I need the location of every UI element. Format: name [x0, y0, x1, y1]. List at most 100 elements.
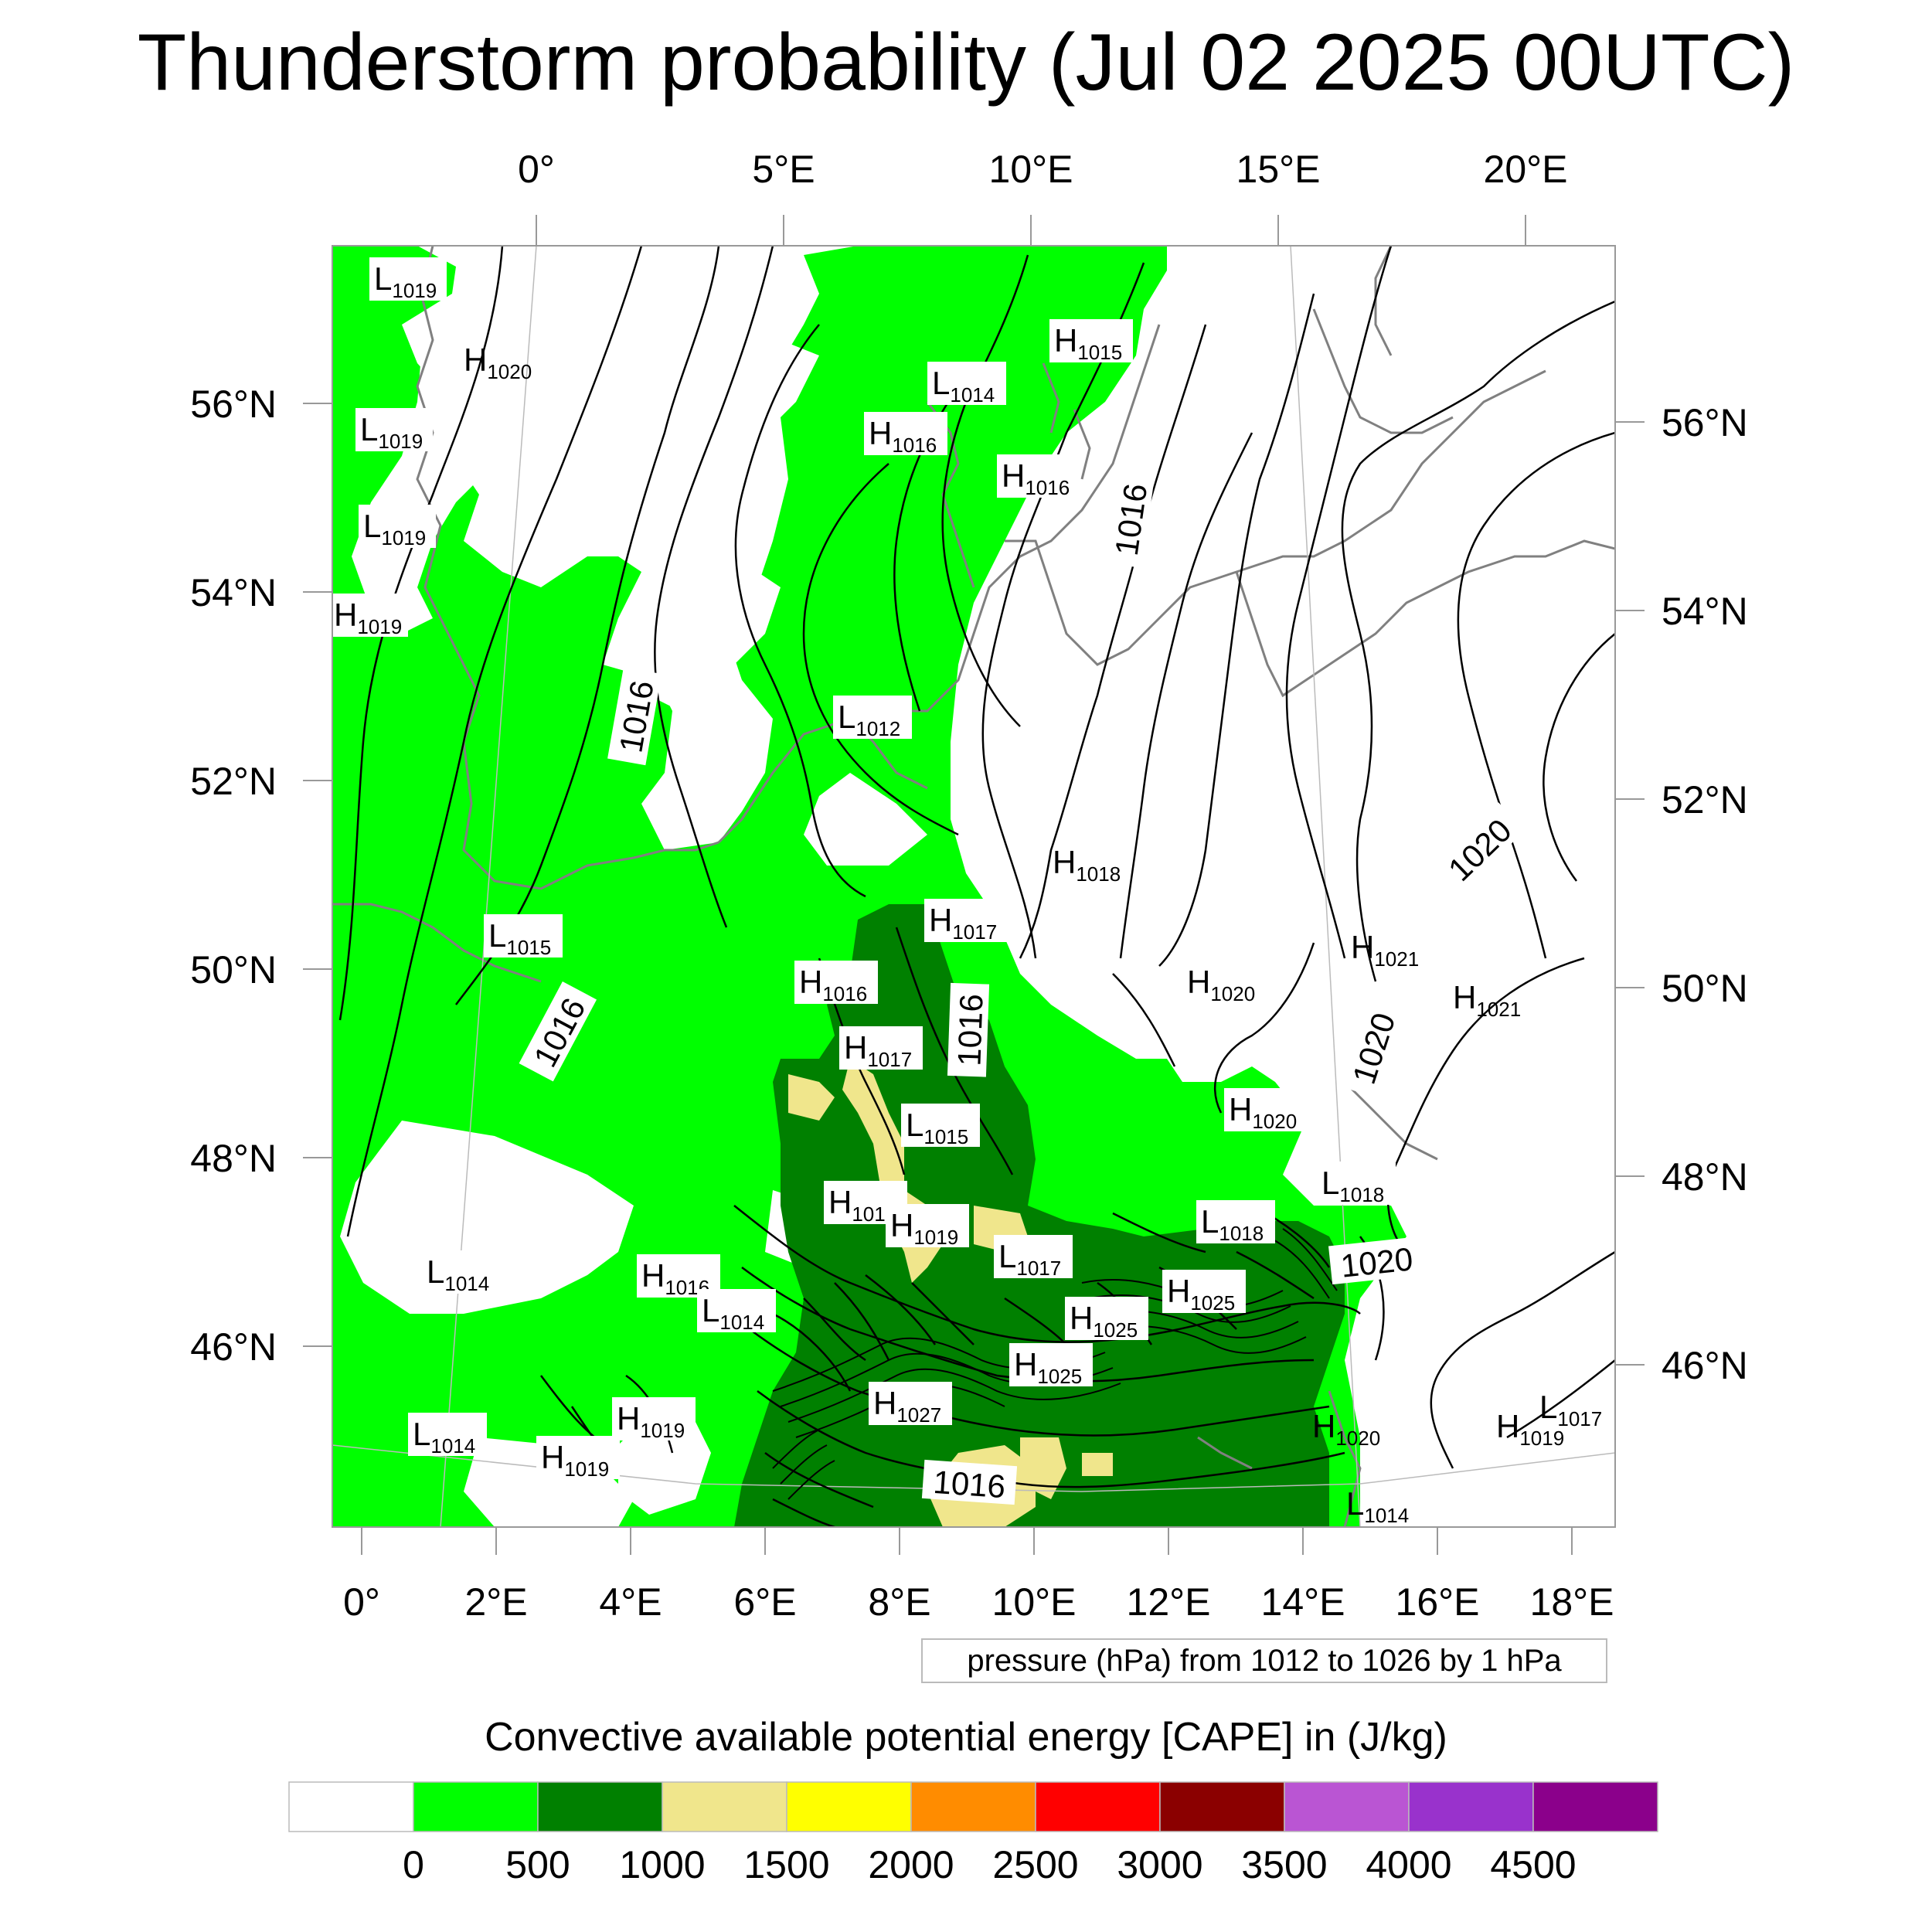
pressure-center-value: 1012 [855, 717, 900, 740]
colorbar-swatch [786, 1781, 912, 1832]
pressure-center-type: H [1002, 457, 1025, 494]
svg-text:L1012: L1012 [838, 699, 900, 740]
colorbar-title: Convective available potential energy [C… [485, 1715, 1447, 1760]
pressure-center-value: 1017 [952, 920, 997, 944]
bottom-lon-label: 6°E [733, 1580, 796, 1624]
svg-text:H1018: H1018 [1053, 844, 1121, 886]
pressure-center-type: H [1312, 1408, 1335, 1444]
top-lon-label: 0° [518, 148, 555, 191]
svg-text:L1014: L1014 [413, 1416, 475, 1458]
right-latitude-labels: 56°N 54°N 52°N 50°N 48°N 46°N [1662, 401, 1748, 1387]
pressure-center: H1018 [1053, 844, 1121, 886]
right-lat-label: 48°N [1662, 1155, 1748, 1199]
svg-text:L1014: L1014 [932, 365, 995, 406]
bottom-lon-label: 10°E [992, 1580, 1077, 1624]
bottom-lon-label: 14°E [1261, 1580, 1345, 1624]
pressure-center: H1019 [536, 1436, 620, 1481]
right-lat-label: 56°N [1662, 401, 1748, 444]
top-lon-label: 20°E [1484, 148, 1568, 191]
pressure-center-type: L [1201, 1203, 1219, 1240]
pressure-center-type: H [1351, 929, 1374, 965]
pressure-center-type: L [488, 917, 506, 954]
pressure-center: L1017 [1539, 1389, 1602, 1430]
top-lon-label: 5°E [752, 148, 815, 191]
svg-text:H1020: H1020 [1229, 1091, 1297, 1133]
top-longitude-axis [536, 215, 1526, 246]
pressure-center-type: H [1229, 1091, 1252, 1128]
map-area: L1019 H1020 L1019 L1019 H1019 H1015 L101… [332, 246, 1615, 1527]
pressure-center-value: 1019 [640, 1419, 685, 1442]
colorbar-tick-label: 4000 [1366, 1843, 1451, 1886]
svg-text:H1016: H1016 [869, 415, 937, 457]
svg-text:H1020: H1020 [1312, 1408, 1380, 1450]
svg-text:H1020: H1020 [1187, 964, 1255, 1005]
pressure-center-value: 1015 [923, 1125, 968, 1148]
svg-text:H1021: H1021 [1351, 929, 1419, 971]
pressure-center-type: L [702, 1292, 719, 1328]
colorbar-tick-label: 1000 [619, 1843, 705, 1886]
left-lat-label: 50°N [190, 948, 277, 992]
pressure-center: H1025 [1065, 1297, 1148, 1342]
pressure-center-type: H [1070, 1300, 1093, 1336]
pressure-center-value: 1025 [1190, 1291, 1235, 1315]
pressure-center-value: 1025 [1037, 1365, 1082, 1388]
bottom-lon-label: 0° [343, 1580, 380, 1624]
bottom-lon-label: 16°E [1396, 1580, 1480, 1624]
pressure-center-value: 1017 [1016, 1257, 1061, 1280]
svg-text:1016: 1016 [951, 993, 989, 1066]
pressure-center: H1020 [1187, 964, 1255, 1005]
bottom-lon-label: 8°E [868, 1580, 930, 1624]
svg-text:L1014: L1014 [1346, 1485, 1409, 1527]
pressure-center-type: L [906, 1107, 923, 1143]
right-lat-label: 52°N [1662, 778, 1748, 821]
pressure-center-type: H [1053, 844, 1076, 880]
left-lat-label: 48°N [190, 1137, 277, 1180]
pressure-center: L1019 [359, 505, 436, 549]
pressure-center-value: 1016 [822, 982, 867, 1005]
pressure-center-labels: L1019 H1020 L1019 L1019 H1019 H1015 L101… [332, 257, 1602, 1527]
right-lat-label: 50°N [1662, 967, 1748, 1010]
pressure-center: H1019 [886, 1204, 969, 1249]
pressure-center: L1014 [927, 362, 1006, 406]
pressure-center-type: L [998, 1238, 1016, 1274]
svg-text:H1025: H1025 [1070, 1300, 1138, 1342]
svg-text:L1015: L1015 [488, 917, 551, 959]
svg-text:H1016: H1016 [799, 964, 867, 1005]
colorbar-tick-label: 4500 [1490, 1843, 1576, 1886]
svg-text:L1017: L1017 [1539, 1389, 1602, 1430]
pressure-center-type: H [890, 1207, 913, 1243]
colorbar-tick-label: 3000 [1117, 1843, 1202, 1886]
svg-text:H1019: H1019 [890, 1207, 958, 1249]
pressure-center-value: 1020 [1252, 1110, 1297, 1133]
pressure-center-type: H [1453, 979, 1476, 1015]
pressure-center-value: 1014 [1364, 1504, 1409, 1527]
pressure-center-type: L [363, 508, 381, 544]
left-lat-label: 56°N [190, 383, 277, 426]
top-lon-label: 10°E [989, 148, 1073, 191]
pressure-center: H1016 [794, 961, 878, 1005]
bottom-longitude-labels: 0° 2°E 4°E 6°E 8°E 10°E 12°E 14°E 16°E 1… [343, 1580, 1614, 1624]
svg-text:L1018: L1018 [1201, 1203, 1264, 1245]
pressure-center-value: 1019 [381, 526, 426, 549]
svg-text:L1019: L1019 [360, 411, 423, 453]
pressure-center: H1019 [332, 594, 408, 638]
colorbar-swatch [413, 1781, 539, 1832]
pressure-center-value: 1019 [913, 1226, 958, 1249]
pressure-center-value: 1021 [1374, 947, 1419, 971]
pressure-center: H1016 [997, 454, 1080, 499]
pressure-center-type: H [641, 1257, 665, 1294]
svg-text:H1021: H1021 [1453, 979, 1521, 1021]
pressure-center: H1021 [1351, 929, 1419, 971]
map-title: Thunderstorm probability (Jul 02 2025 00… [137, 18, 1795, 107]
pressure-center: H1020 [1224, 1088, 1308, 1133]
colorbar-tick-label: 500 [505, 1843, 570, 1886]
pressure-center: L1015 [901, 1104, 980, 1148]
svg-text:H1025: H1025 [1167, 1273, 1235, 1315]
pressure-center: L1014 [697, 1289, 776, 1334]
pressure-center-value: 1014 [719, 1311, 764, 1334]
colorbar-swatch [1035, 1781, 1161, 1832]
pressure-center-type: H [1167, 1273, 1190, 1309]
colorbar-tick-label: 2500 [992, 1843, 1078, 1886]
pressure-center-value: 1018 [1076, 862, 1121, 886]
